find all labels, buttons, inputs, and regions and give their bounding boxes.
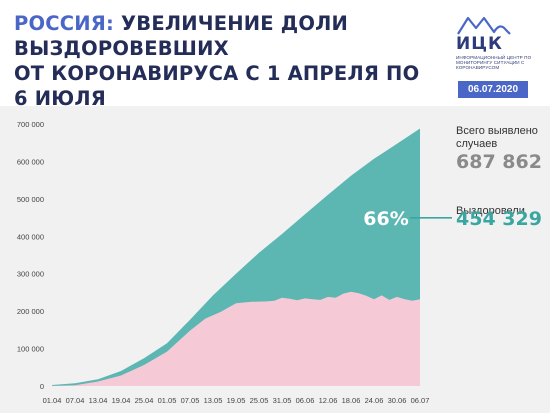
date-badge: 06.07.2020 [458,81,528,98]
logo-abbr: ИЦК [456,34,503,54]
total-caption-line2: случаев [456,138,497,150]
logo-icon [457,16,511,35]
x-axis-ticks: 01.04 07.04 13.04 19.04 25.04 01.05 07.05 13.05… [43,396,430,405]
y-tick-label: 0 [40,382,44,391]
logo-subtitle: ИНФОРМАЦИОННЫЙ ЦЕНТР ПО МОНИТОРИНГУ СИТУ… [456,55,532,71]
title-line2: ОТ КОРОНАВИРУСА С 1 АПРЕЛЯ ПО 6 ИЮЛЯ [14,62,420,110]
x-tick-label: 13.05 [204,396,223,405]
x-tick-label: 25.04 [135,396,154,405]
x-tick-label: 07.04 [66,396,85,405]
x-tick-label: 19.05 [227,396,246,405]
share-percent-label: 66% [363,208,408,230]
recovered-value: 454 329 [456,208,542,230]
x-tick-label: 12.06 [319,396,338,405]
title-line1: УВЕЛИЧЕНИЕ ДОЛИ ВЫЗДОРОВЕВШИХ [14,12,349,60]
x-tick-label: 18.06 [342,396,361,405]
x-tick-label: 06.07 [411,396,430,405]
x-tick-label: 01.04 [43,396,62,405]
x-tick-label: 06.06 [296,396,315,405]
y-axis-ticks: 0 100 000 200 000 300 000 400 000 500 000 600 … [17,120,44,391]
x-tick-label: 24.06 [365,396,384,405]
page-title: РОССИЯ: УВЕЛИЧЕНИЕ ДОЛИ ВЫЗДОРОВЕВШИХ ОТ… [14,11,434,111]
x-tick-label: 13.04 [89,396,108,405]
x-tick-label: 19.04 [112,396,131,405]
area-chart: 0 100 000 200 000 300 000 400 000 500 000 600 … [17,120,542,405]
x-tick-label: 07.05 [181,396,200,405]
x-tick-label: 30.06 [388,396,407,405]
y-tick-label: 300 000 [17,270,44,279]
total-value: 687 862 [456,151,542,173]
recovered-caption: Выздоровели [456,205,525,217]
chart-panel: 0 100 000 200 000 300 000 400 000 500 000 600 … [0,106,550,413]
chart-areas [52,128,420,386]
x-tick-label: 25.05 [250,396,269,405]
x-tick-label: 01.05 [158,396,177,405]
title-highlight: РОССИЯ: [14,12,115,35]
total-caption-line1: Всего выявлено [456,125,538,137]
y-tick-label: 100 000 [17,345,44,354]
y-tick-label: 400 000 [17,232,44,241]
header: РОССИЯ: УВЕЛИЧЕНИЕ ДОЛИ ВЫЗДОРОВЕВШИХ ОТ… [0,0,550,110]
x-tick-label: 31.05 [273,396,292,405]
recovered-area [52,291,420,386]
y-tick-label: 200 000 [17,307,44,316]
y-tick-label: 700 000 [17,120,44,129]
y-tick-label: 500 000 [17,195,44,204]
y-tick-label: 600 000 [17,157,44,166]
